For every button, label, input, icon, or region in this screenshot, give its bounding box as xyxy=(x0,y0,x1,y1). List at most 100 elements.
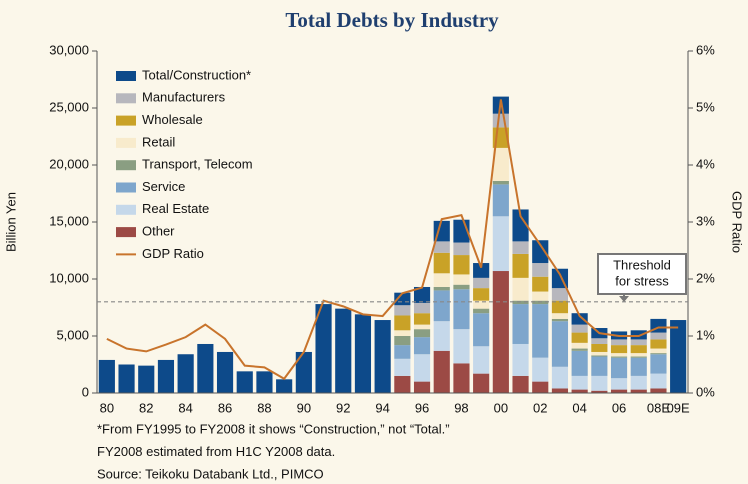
footnote: *From FY1995 to FY2008 it shows “Constru… xyxy=(97,421,450,436)
footnote: FY2008 estimated from H1C Y2008 data. xyxy=(97,444,335,459)
bar-segment xyxy=(394,375,411,393)
bar-segment xyxy=(630,357,647,376)
x-tick-label: 00 xyxy=(494,400,508,415)
bar-segment xyxy=(433,350,450,393)
bar-segment xyxy=(532,276,549,292)
bar-segment xyxy=(532,304,549,358)
y2-tick-label: 6% xyxy=(696,42,715,57)
bar-segment xyxy=(650,353,667,355)
x-tick-label: 92 xyxy=(336,400,350,415)
legend-swatch xyxy=(116,204,136,215)
bar-segment xyxy=(512,253,529,278)
legend-label: Other xyxy=(142,224,175,239)
bar-segment xyxy=(453,363,470,393)
bar-segment xyxy=(236,371,253,393)
bar-segment xyxy=(650,388,667,393)
y-tick-label: 0 xyxy=(82,384,89,399)
threshold-label: for stress xyxy=(615,273,669,288)
bar-segment xyxy=(551,366,569,389)
bar-segment xyxy=(473,373,490,393)
bar-segment xyxy=(591,356,608,376)
bar-segment xyxy=(453,242,470,256)
bar-segment xyxy=(177,354,194,393)
bar-segment xyxy=(216,351,234,393)
bar-segment xyxy=(453,329,470,364)
bar-segment xyxy=(98,359,115,393)
bar-segment xyxy=(630,330,647,340)
bar-segment xyxy=(630,339,647,346)
legend-label: GDP Ratio xyxy=(142,246,204,261)
x-tick-label: 98 xyxy=(454,400,468,415)
bar-segment xyxy=(433,252,450,274)
legend-label: Manufacturers xyxy=(142,90,226,105)
legend-swatch xyxy=(116,160,136,171)
bar-segment xyxy=(413,354,431,382)
bar-segment xyxy=(670,320,687,393)
bar-segment xyxy=(551,313,569,319)
bar-segment xyxy=(394,330,411,336)
bar-segment xyxy=(473,263,490,278)
bar-segment xyxy=(630,389,647,393)
x-tick-label: 08E xyxy=(647,400,670,415)
bar-segment xyxy=(512,375,529,393)
legend-swatch xyxy=(116,93,136,104)
bar-segment xyxy=(650,373,667,389)
bar-segment xyxy=(512,209,529,242)
bar-segment xyxy=(591,390,608,393)
bar-segment xyxy=(413,381,431,393)
bar-segment xyxy=(551,321,569,367)
threshold-label: Threshold xyxy=(613,257,671,272)
bar-segment xyxy=(650,332,667,340)
bar-segment xyxy=(512,241,529,254)
legend-label: Real Estate xyxy=(142,201,209,216)
bar-segment xyxy=(394,305,411,316)
bar-segment xyxy=(551,318,569,322)
chart-title: Total Debts by Industry xyxy=(285,8,499,32)
bar-segment xyxy=(591,375,608,391)
bar-segment xyxy=(591,343,608,352)
bar-segment xyxy=(453,274,470,285)
bar-segment xyxy=(610,356,628,358)
bar-segment xyxy=(394,315,411,331)
bar-segment xyxy=(433,286,450,291)
bar-segment xyxy=(295,351,312,393)
bar-segment xyxy=(512,304,529,344)
x-tick-label: 80 xyxy=(100,400,114,415)
bar-segment xyxy=(453,289,470,330)
bar-segment xyxy=(532,263,549,277)
bar-segment xyxy=(473,313,490,347)
bar-segment xyxy=(492,180,509,185)
x-tick-label: 86 xyxy=(218,400,232,415)
bar-segment xyxy=(315,304,332,393)
bar-segment xyxy=(512,343,529,376)
bar-segment xyxy=(551,388,569,393)
bar-segment xyxy=(473,308,490,314)
legend-swatch xyxy=(116,137,136,148)
bar-segment xyxy=(571,348,588,351)
bar-segment xyxy=(492,113,509,128)
x-tick-label: 84 xyxy=(178,400,192,415)
bar-segment xyxy=(571,350,588,376)
bar-segment xyxy=(551,300,569,314)
bar-segment xyxy=(473,300,490,309)
bar-segment xyxy=(276,379,293,393)
x-tick-label: 04 xyxy=(572,400,586,415)
y-tick-label: 20,000 xyxy=(49,156,89,171)
bar-segment xyxy=(650,339,667,349)
legend-swatch xyxy=(116,227,136,238)
bar-segment xyxy=(630,375,647,390)
x-tick-label: 88 xyxy=(257,400,271,415)
bar-segment xyxy=(610,357,628,379)
y2-tick-label: 1% xyxy=(696,327,715,342)
y2-tick-label: 3% xyxy=(696,213,715,228)
bar-segment xyxy=(551,288,569,301)
legend-label: Retail xyxy=(142,134,175,149)
bar-segment xyxy=(571,389,588,393)
bar-segment xyxy=(610,378,628,390)
bar-segment xyxy=(610,353,628,357)
bar-segment xyxy=(630,356,647,358)
bar-segment xyxy=(532,381,549,393)
y-tick-label: 5,000 xyxy=(56,327,89,342)
bar-segment xyxy=(413,329,431,338)
